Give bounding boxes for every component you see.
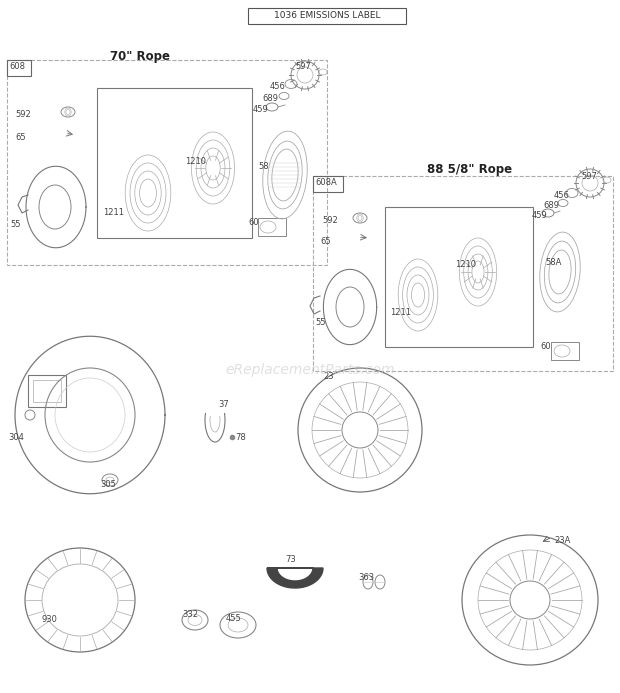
Text: 23A: 23A [554,536,570,545]
Text: 689: 689 [262,94,278,103]
Text: 930: 930 [42,615,58,624]
Text: 78: 78 [235,432,246,441]
Text: 73: 73 [285,555,296,564]
Text: 608: 608 [9,62,25,71]
Text: 363: 363 [358,573,374,582]
Text: eReplacementParts.com: eReplacementParts.com [225,363,395,377]
Text: 23: 23 [323,372,334,381]
Text: 88 5/8" Rope: 88 5/8" Rope [427,163,513,176]
Bar [385,207,533,347]
Text: 592: 592 [15,110,31,119]
Bar [313,176,343,192]
Text: 597: 597 [295,62,311,71]
Bar [248,8,406,24]
Bar [313,176,613,371]
Bar [7,60,31,76]
Text: 608A: 608A [315,178,337,187]
Text: 456: 456 [270,82,286,91]
Text: 305: 305 [100,480,116,489]
Text: 597: 597 [581,172,597,181]
Text: 65: 65 [15,133,25,142]
Text: 1036 EMISSIONS LABEL: 1036 EMISSIONS LABEL [274,12,380,21]
Polygon shape [267,568,323,588]
Text: 1210: 1210 [185,157,206,166]
Bar [28,375,66,407]
Bar [33,380,61,402]
Text: 55: 55 [315,318,326,327]
Text: 592: 592 [322,216,338,225]
Text: 60: 60 [540,342,551,351]
Text: 1211: 1211 [390,308,411,317]
Text: 60: 60 [248,218,259,227]
Text: 459: 459 [532,211,547,220]
Text: 455: 455 [226,614,242,623]
Text: 58A: 58A [545,258,561,267]
Text: 459: 459 [253,105,268,114]
Bar [258,218,286,236]
Text: 37: 37 [218,400,229,409]
Text: 55: 55 [10,220,20,229]
Text: 1211: 1211 [103,208,124,217]
Text: 70" Rope: 70" Rope [110,50,170,63]
Text: 332: 332 [182,610,198,619]
Bar [551,342,579,360]
Text: 58: 58 [258,162,268,171]
Text: 1210: 1210 [455,260,476,269]
Bar [7,60,327,265]
Text: 304: 304 [8,433,24,442]
Text: 689: 689 [543,201,559,210]
Bar [97,88,252,238]
Text: 65: 65 [320,237,330,246]
Text: 456: 456 [554,191,570,200]
